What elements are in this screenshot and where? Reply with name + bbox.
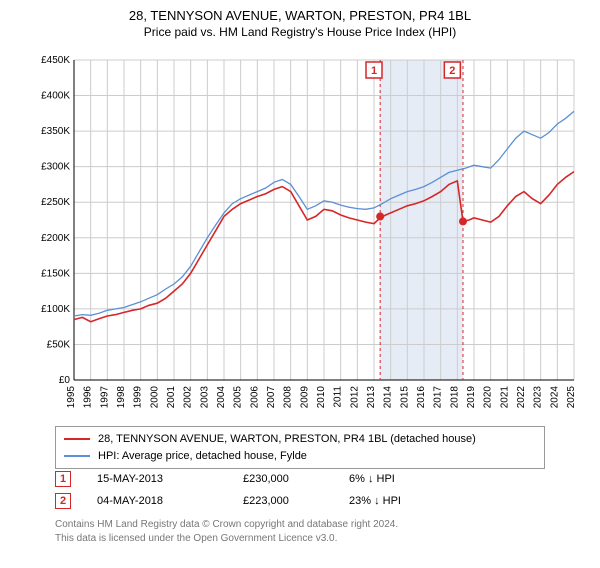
sales-table: 1 15-MAY-2013 £230,000 6% ↓ HPI 2 04-MAY… [55, 468, 469, 512]
svg-text:£200K: £200K [41, 233, 70, 244]
svg-text:£250K: £250K [41, 197, 70, 208]
sale-row-2: 2 04-MAY-2018 £223,000 23% ↓ HPI [55, 490, 469, 512]
legend-row-2: HPI: Average price, detached house, Fyld… [64, 448, 536, 465]
footer-line-1: Contains HM Land Registry data © Crown c… [55, 518, 398, 532]
svg-text:2008: 2008 [283, 386, 294, 409]
svg-text:2024: 2024 [549, 386, 560, 409]
svg-text:2023: 2023 [533, 386, 544, 409]
svg-text:£100K: £100K [41, 304, 70, 315]
svg-text:1: 1 [371, 65, 377, 77]
svg-text:2001: 2001 [166, 386, 177, 409]
svg-text:£50K: £50K [47, 339, 71, 350]
svg-text:2019: 2019 [466, 386, 477, 409]
svg-text:£400K: £400K [41, 91, 70, 102]
svg-text:2010: 2010 [316, 386, 327, 409]
svg-text:£350K: £350K [41, 126, 70, 137]
legend-box: 28, TENNYSON AVENUE, WARTON, PRESTON, PR… [55, 426, 545, 469]
svg-text:2000: 2000 [149, 386, 160, 409]
svg-text:2013: 2013 [366, 386, 377, 409]
svg-text:2015: 2015 [399, 386, 410, 409]
sale-marker-1: 1 [55, 471, 71, 487]
svg-text:2012: 2012 [349, 386, 360, 409]
svg-text:2020: 2020 [483, 386, 494, 409]
svg-text:2: 2 [449, 65, 455, 77]
svg-text:£450K: £450K [41, 55, 70, 66]
svg-text:1998: 1998 [116, 386, 127, 409]
footer-line-2: This data is licensed under the Open Gov… [55, 532, 398, 546]
svg-text:1996: 1996 [83, 386, 94, 409]
svg-text:£0: £0 [59, 375, 71, 386]
chart-subtitle: Price paid vs. HM Land Registry's House … [0, 25, 600, 39]
svg-text:2016: 2016 [416, 386, 427, 409]
svg-text:2006: 2006 [249, 386, 260, 409]
svg-text:2011: 2011 [333, 386, 344, 408]
svg-text:2017: 2017 [433, 386, 444, 409]
svg-text:£150K: £150K [41, 268, 70, 279]
legend-row-1: 28, TENNYSON AVENUE, WARTON, PRESTON, PR… [64, 431, 536, 448]
chart-svg: £0 £50K £100K £150K £200K £250K £300K £350K £400… [40, 54, 580, 414]
legend-label-1: 28, TENNYSON AVENUE, WARTON, PRESTON, PR… [98, 431, 476, 448]
svg-text:1999: 1999 [133, 386, 144, 409]
chart-title: 28, TENNYSON AVENUE, WARTON, PRESTON, PR… [0, 8, 600, 23]
sale-date-1: 15-MAY-2013 [97, 473, 217, 485]
legend-swatch-1 [64, 438, 90, 440]
svg-text:1997: 1997 [99, 386, 110, 409]
sale-price-1: £230,000 [243, 473, 323, 485]
svg-text:2003: 2003 [199, 386, 210, 409]
svg-text:2021: 2021 [499, 386, 510, 409]
footer-text: Contains HM Land Registry data © Crown c… [55, 518, 398, 546]
sale-row-1: 1 15-MAY-2013 £230,000 6% ↓ HPI [55, 468, 469, 490]
svg-text:2005: 2005 [233, 386, 244, 409]
sale-date-2: 04-MAY-2018 [97, 495, 217, 507]
svg-text:2025: 2025 [566, 386, 577, 409]
svg-text:£300K: £300K [41, 162, 70, 173]
sale-marker-2: 2 [55, 493, 71, 509]
sale-price-2: £223,000 [243, 495, 323, 507]
svg-text:2014: 2014 [383, 386, 394, 409]
svg-text:1995: 1995 [66, 386, 77, 409]
svg-text:2018: 2018 [449, 386, 460, 409]
legend-swatch-2 [64, 455, 90, 457]
svg-text:2004: 2004 [216, 386, 227, 409]
svg-text:2022: 2022 [516, 386, 527, 409]
legend-label-2: HPI: Average price, detached house, Fyld… [98, 448, 307, 465]
svg-text:2009: 2009 [299, 386, 310, 409]
svg-text:2002: 2002 [183, 386, 194, 409]
sale-diff-1: 6% ↓ HPI [349, 473, 469, 485]
sale-diff-2: 23% ↓ HPI [349, 495, 469, 507]
svg-text:2007: 2007 [266, 386, 277, 409]
chart-area: £0 £50K £100K £150K £200K £250K £300K £350K £400… [40, 54, 580, 414]
